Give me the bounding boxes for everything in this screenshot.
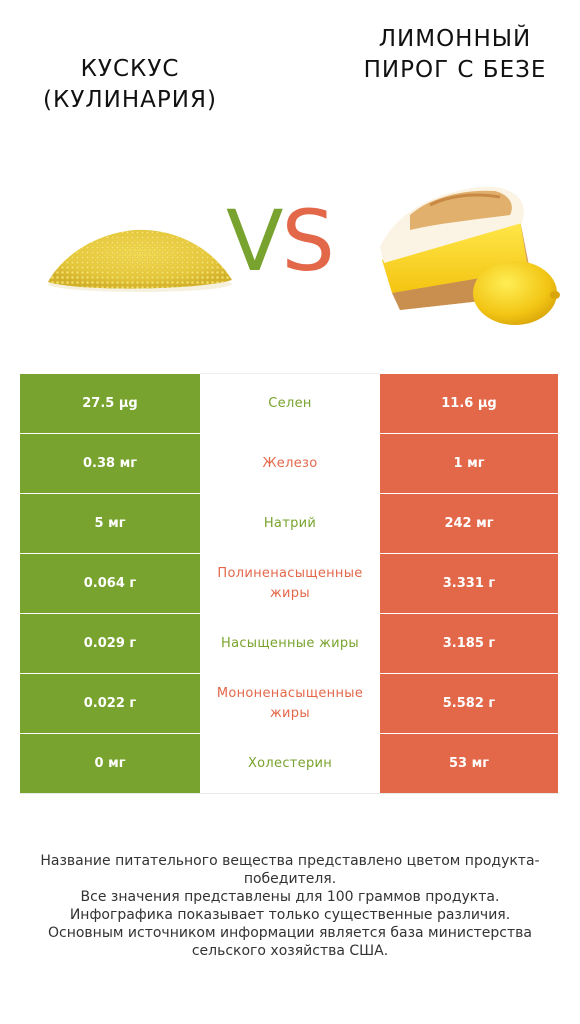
- nutrient-name: Полиненасыщенные жиры: [200, 553, 380, 614]
- left-value: 5 мг: [20, 493, 200, 554]
- vs-label: VS: [226, 196, 335, 286]
- right-value: 1 мг: [380, 433, 558, 494]
- left-value: 0.38 мг: [20, 433, 200, 494]
- left-value: 27.5 µg: [20, 373, 200, 434]
- comparison-row: 0.38 мг Железо 1 мг: [20, 433, 558, 494]
- footer-note: Название питательного вещества представл…: [20, 852, 560, 960]
- left-value: 0.029 г: [20, 613, 200, 674]
- comparison-row: 0 мг Холестерин 53 мг: [20, 733, 558, 794]
- footer-line-1: Название питательного вещества представл…: [40, 853, 540, 887]
- vs-v: V: [226, 192, 283, 290]
- right-value: 11.6 µg: [380, 373, 558, 434]
- left-value: 0.022 г: [20, 673, 200, 734]
- right-value: 3.331 г: [380, 553, 558, 614]
- comparison-row: 0.064 г Полиненасыщенные жиры 3.331 г: [20, 553, 558, 614]
- nutrient-name: Железо: [200, 433, 380, 494]
- nutrient-name: Холестерин: [200, 733, 380, 794]
- right-value: 5.582 г: [380, 673, 558, 734]
- left-value: 0 мг: [20, 733, 200, 794]
- product-title-right: Лимонный пирог с безе: [363, 26, 547, 83]
- nutrient-name: Мононенасыщенные жиры: [200, 673, 380, 734]
- comparison-table: 27.5 µg Селен 11.6 µg 0.38 мг Железо 1 мг 5 мг…: [20, 373, 558, 794]
- lemon-pie-image: [380, 186, 560, 325]
- nutrient-name: Натрий: [200, 493, 380, 554]
- right-value: 3.185 г: [380, 613, 558, 674]
- comparison-row: 0.029 г Насыщенные жиры 3.185 г: [20, 613, 558, 674]
- footer-line-3: Инфографика показывает только существенн…: [69, 907, 511, 923]
- footer-line-2: Все значения представлены для 100 граммо…: [80, 889, 500, 905]
- couscous-image: [48, 229, 232, 292]
- right-value: 242 мг: [380, 493, 558, 554]
- nutrient-name: Селен: [200, 373, 380, 434]
- product-title-left: Кускус (кулинария): [43, 56, 217, 113]
- comparison-row: 27.5 µg Селен 11.6 µg: [20, 373, 558, 434]
- vs-s: S: [281, 192, 334, 290]
- comparison-row: 0.022 г Мононенасыщенные жиры 5.582 г: [20, 673, 558, 734]
- right-value: 53 мг: [380, 733, 558, 794]
- left-value: 0.064 г: [20, 553, 200, 614]
- footer-line-4: Основным источником информации является …: [48, 925, 532, 959]
- nutrient-name: Насыщенные жиры: [200, 613, 380, 674]
- comparison-row: 5 мг Натрий 242 мг: [20, 493, 558, 554]
